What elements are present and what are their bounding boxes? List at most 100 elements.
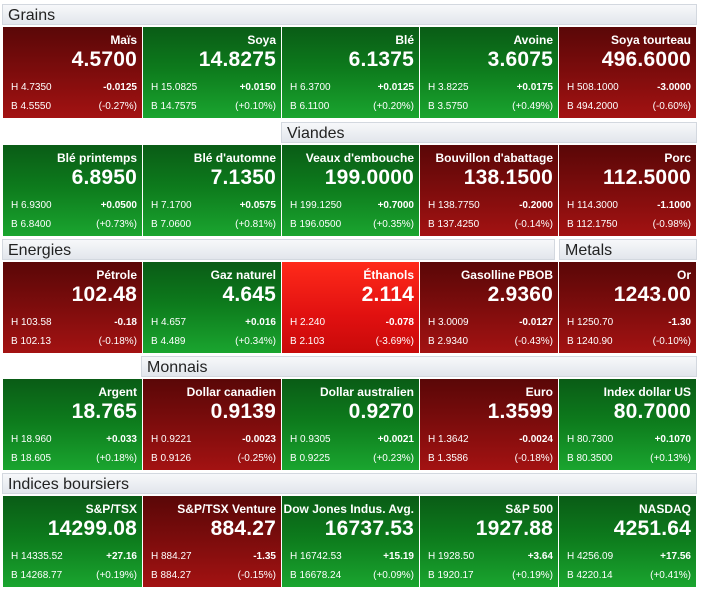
quote-high: H 138.7750 xyxy=(428,200,480,211)
quote-low: B 1.3586 xyxy=(428,453,469,464)
quote-tile[interactable]: Gasolline PBOB 2.9360 H 3.0009 B 2.9340 -0.0… xyxy=(420,262,559,353)
quote-tile[interactable]: Blé 6.1375 H 6.3700 B 6.1100 +0.0125 (+0.20%) xyxy=(282,27,420,118)
quote-low: B 3.5750 xyxy=(428,101,469,112)
quote-change: +17.56 xyxy=(660,551,691,562)
quote-high: H 18.960 xyxy=(11,434,52,445)
quote-high: H 0.9305 xyxy=(290,434,331,445)
quote-tile[interactable]: Soya tourteau 496.6000 H 508.1000 B 494.200… xyxy=(559,27,697,118)
quote-change-percent: (-0.43%) xyxy=(514,336,553,347)
quote-change-percent: (+0.23%) xyxy=(373,453,414,464)
quote-name: Avoine xyxy=(513,33,553,47)
quote-name: Bouvillon d'abattage xyxy=(435,151,553,165)
quote-low: B 196.0500 xyxy=(290,219,342,230)
quote-tile[interactable]: Bouvillon d'abattage 138.1500 H 138.7750 B … xyxy=(420,145,559,236)
quote-price: 80.7000 xyxy=(613,400,691,423)
quote-tile[interactable]: Pétrole 102.48 H 103.58 B 102.13 -0.18 (-0.18… xyxy=(3,262,143,353)
quote-price: 14299.08 xyxy=(47,517,137,540)
quote-high: H 508.1000 xyxy=(567,82,619,93)
quote-name: Euro xyxy=(525,385,553,399)
quote-low: B 16678.24 xyxy=(290,570,342,581)
quote-change-percent: (+0.34%) xyxy=(235,336,276,347)
quote-change-percent: (+0.09%) xyxy=(373,570,414,581)
quote-tile[interactable]: Blé d'automne 7.1350 H 7.1700 B 7.0600 +0.05… xyxy=(143,145,282,236)
quote-high: H 1928.50 xyxy=(428,551,475,562)
quote-change: -1.30 xyxy=(668,317,691,328)
quote-change: -0.0127 xyxy=(519,317,553,328)
quote-tile[interactable]: Porc 112.5000 H 114.3000 B 112.1750 -1.1000 (… xyxy=(559,145,697,236)
quote-price: 3.6075 xyxy=(487,48,553,71)
quote-change: +0.0021 xyxy=(377,434,414,445)
quote-change-percent: (-0.27%) xyxy=(98,101,137,112)
quote-change: -0.0024 xyxy=(519,434,553,445)
quote-tile[interactable]: Veaux d'embouche 199.0000 H 199.1250 B 196.… xyxy=(282,145,420,236)
quote-change: +0.7000 xyxy=(377,200,414,211)
quote-name: NASDAQ xyxy=(638,502,691,516)
quote-tile[interactable]: S&P/TSX Venture 884.27 H 884.27 B 884.27 -1.… xyxy=(143,496,282,587)
quote-price: 496.6000 xyxy=(601,48,691,71)
quote-name: Dollar canadien xyxy=(186,385,276,399)
quote-change-percent: (-0.18%) xyxy=(514,453,553,464)
quote-name: Pétrole xyxy=(96,268,137,282)
quote-change: +0.0125 xyxy=(377,82,414,93)
quote-tile[interactable]: Dollar australien 0.9270 H 0.9305 B 0.9225 +… xyxy=(282,379,420,470)
quote-name: S&P/TSX Venture xyxy=(177,502,276,516)
quote-high: H 4.7350 xyxy=(11,82,52,93)
quote-high: H 884.27 xyxy=(151,551,192,562)
quote-name: Index dollar US xyxy=(603,385,691,399)
quote-change-percent: (+0.13%) xyxy=(650,453,691,464)
quote-name: Porc xyxy=(664,151,691,165)
quote-tile[interactable]: Éthanols 2.114 H 2.240 B 2.103 -0.078 (-3.69%… xyxy=(282,262,420,353)
quote-low: B 18.605 xyxy=(11,453,52,464)
quote-price: 4251.64 xyxy=(613,517,691,540)
quote-tile[interactable]: Euro 1.3599 H 1.3642 B 1.3586 -0.0024 (-0.18%… xyxy=(420,379,559,470)
quote-high: H 80.7300 xyxy=(567,434,614,445)
quote-change: +0.0575 xyxy=(239,200,276,211)
quote-tile[interactable]: Dollar canadien 0.9139 H 0.9221 B 0.9126 -0.… xyxy=(143,379,282,470)
quote-price: 2.114 xyxy=(361,283,414,306)
quote-tile[interactable]: Dow Jones Indus. Avg. 16737.53 H 16742.53 B… xyxy=(282,496,420,587)
quote-name: Soya tourteau xyxy=(610,33,691,47)
section-header-energies: Energies xyxy=(2,239,555,260)
quote-tile[interactable]: Blé printemps 6.8950 H 6.9300 B 6.8400 +0.05… xyxy=(3,145,143,236)
quote-price: 102.48 xyxy=(71,283,137,306)
section-header-metals: Metals xyxy=(559,239,697,260)
quote-change: -1.1000 xyxy=(657,200,691,211)
quote-change-percent: (-0.60%) xyxy=(652,101,691,112)
section-header-monnais: Monnais xyxy=(141,356,697,377)
quote-tile[interactable]: Maïs 4.5700 H 4.7350 B 4.5550 -0.0125 (-0.27%… xyxy=(3,27,143,118)
quote-low: B 14.7575 xyxy=(151,101,197,112)
quote-low: B 102.13 xyxy=(11,336,52,347)
quote-tile[interactable]: Gaz naturel 4.645 H 4.657 B 4.489 +0.016 (+0.… xyxy=(143,262,282,353)
section-header-grains: Grains xyxy=(2,4,697,25)
quote-low: B 0.9126 xyxy=(151,453,192,464)
quote-high: H 1.3642 xyxy=(428,434,469,445)
quote-low: B 494.2000 xyxy=(567,101,619,112)
quote-price: 138.1500 xyxy=(463,166,553,189)
quote-name: S&P/TSX xyxy=(85,502,137,516)
quote-change-percent: (+0.41%) xyxy=(650,570,691,581)
quote-change-percent: (-0.98%) xyxy=(652,219,691,230)
quote-tile[interactable]: S&P 500 1927.88 H 1928.50 B 1920.17 +3.64 (+0… xyxy=(420,496,559,587)
quote-tile[interactable]: Soya 14.8275 H 15.0825 B 14.7575 +0.0150 (+0.… xyxy=(143,27,282,118)
quote-price: 2.9360 xyxy=(487,283,553,306)
quote-price: 1.3599 xyxy=(487,400,553,423)
quote-high: H 15.0825 xyxy=(151,82,198,93)
quote-tile[interactable]: Avoine 3.6075 H 3.8225 B 3.5750 +0.0175 (+0.4… xyxy=(420,27,559,118)
quote-change: +0.0500 xyxy=(100,200,137,211)
quote-name: Soya xyxy=(247,33,276,47)
quote-change: +3.64 xyxy=(527,551,553,562)
quote-change: +0.0175 xyxy=(516,82,553,93)
quote-name: Or xyxy=(676,268,691,282)
quote-tile[interactable]: Or 1243.00 H 1250.70 B 1240.90 -1.30 (-0.10%) xyxy=(559,262,697,353)
quote-price: 0.9139 xyxy=(210,400,276,423)
quote-name: Blé d'automne xyxy=(193,151,276,165)
quote-change-percent: (+0.20%) xyxy=(373,101,414,112)
quote-tile[interactable]: Argent 18.765 H 18.960 B 18.605 +0.033 (+0.18… xyxy=(3,379,143,470)
quote-change-percent: (-0.14%) xyxy=(514,219,553,230)
quote-change: +0.1070 xyxy=(654,434,691,445)
quote-tile[interactable]: Index dollar US 80.7000 H 80.7300 B 80.3500… xyxy=(559,379,697,470)
quote-change: -0.0125 xyxy=(103,82,137,93)
quote-tile[interactable]: S&P/TSX 14299.08 H 14335.52 B 14268.77 +27.1… xyxy=(3,496,143,587)
quote-price: 1243.00 xyxy=(613,283,691,306)
quote-tile[interactable]: NASDAQ 4251.64 H 4256.09 B 4220.14 +17.56 (+0… xyxy=(559,496,697,587)
